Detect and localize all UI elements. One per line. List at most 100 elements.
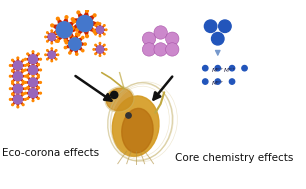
Polygon shape <box>27 64 31 68</box>
Circle shape <box>27 64 28 65</box>
Circle shape <box>27 76 28 78</box>
Circle shape <box>95 53 96 55</box>
Circle shape <box>105 49 107 50</box>
Polygon shape <box>95 44 99 48</box>
Polygon shape <box>101 44 105 48</box>
Text: Core chemistry effects: Core chemistry effects <box>175 153 293 163</box>
Circle shape <box>99 55 101 56</box>
Circle shape <box>65 16 68 19</box>
Polygon shape <box>20 67 24 72</box>
Circle shape <box>57 36 59 38</box>
Polygon shape <box>37 81 42 84</box>
Circle shape <box>57 40 59 42</box>
Polygon shape <box>55 53 59 56</box>
Polygon shape <box>27 84 31 89</box>
Polygon shape <box>57 17 63 24</box>
Circle shape <box>93 29 95 31</box>
Polygon shape <box>20 82 24 87</box>
Circle shape <box>32 62 34 63</box>
Circle shape <box>24 82 26 83</box>
Circle shape <box>51 42 53 44</box>
Circle shape <box>104 33 105 35</box>
Polygon shape <box>57 35 63 43</box>
Polygon shape <box>93 48 96 51</box>
Polygon shape <box>12 91 16 95</box>
Circle shape <box>12 93 13 95</box>
Polygon shape <box>20 78 24 82</box>
Circle shape <box>32 77 34 78</box>
Circle shape <box>37 76 39 78</box>
Polygon shape <box>93 21 100 26</box>
Polygon shape <box>16 70 20 74</box>
Circle shape <box>24 65 26 66</box>
Circle shape <box>73 37 76 40</box>
Polygon shape <box>44 53 48 56</box>
Circle shape <box>69 38 81 50</box>
Polygon shape <box>31 64 35 68</box>
Circle shape <box>99 43 101 44</box>
Polygon shape <box>50 47 53 51</box>
Circle shape <box>57 17 59 20</box>
Polygon shape <box>31 74 35 79</box>
Circle shape <box>142 32 156 45</box>
Polygon shape <box>12 67 16 72</box>
Polygon shape <box>12 59 16 64</box>
Circle shape <box>13 61 22 70</box>
Polygon shape <box>35 95 39 99</box>
Circle shape <box>45 36 46 38</box>
Polygon shape <box>27 53 31 57</box>
Circle shape <box>12 70 13 72</box>
Polygon shape <box>77 11 83 18</box>
Circle shape <box>28 55 37 64</box>
Circle shape <box>73 20 76 23</box>
Circle shape <box>27 87 28 89</box>
Polygon shape <box>63 15 68 22</box>
Circle shape <box>12 70 13 72</box>
Circle shape <box>22 93 24 95</box>
Circle shape <box>96 26 103 33</box>
Circle shape <box>76 53 78 55</box>
Polygon shape <box>89 14 96 20</box>
Ellipse shape <box>122 108 153 153</box>
Polygon shape <box>101 31 105 35</box>
Polygon shape <box>31 61 35 66</box>
Circle shape <box>48 51 55 58</box>
Circle shape <box>95 25 96 26</box>
Polygon shape <box>31 50 35 55</box>
Circle shape <box>37 87 39 89</box>
Polygon shape <box>50 25 58 30</box>
Polygon shape <box>16 57 20 61</box>
Polygon shape <box>95 51 99 55</box>
Circle shape <box>28 89 37 98</box>
Polygon shape <box>16 67 20 72</box>
Circle shape <box>104 53 105 55</box>
Circle shape <box>40 92 41 94</box>
Circle shape <box>55 41 57 42</box>
Circle shape <box>32 51 34 53</box>
Circle shape <box>154 43 167 56</box>
Circle shape <box>12 93 13 95</box>
Text: Eco-corona effects: Eco-corona effects <box>2 149 99 159</box>
Circle shape <box>55 50 57 51</box>
Circle shape <box>76 28 78 31</box>
Polygon shape <box>31 98 35 102</box>
Circle shape <box>27 74 28 76</box>
Polygon shape <box>53 38 57 42</box>
Circle shape <box>48 33 55 40</box>
Polygon shape <box>20 59 24 64</box>
Circle shape <box>40 82 41 83</box>
Polygon shape <box>44 36 48 38</box>
Circle shape <box>37 64 39 65</box>
Polygon shape <box>12 93 16 98</box>
Circle shape <box>215 66 220 71</box>
Polygon shape <box>53 56 57 60</box>
Circle shape <box>242 66 247 71</box>
Circle shape <box>24 75 26 77</box>
Polygon shape <box>74 50 78 56</box>
Polygon shape <box>16 91 20 95</box>
Polygon shape <box>99 22 101 26</box>
Circle shape <box>56 22 72 38</box>
Text: $M^{n+}$: $M^{n+}$ <box>211 66 225 75</box>
Circle shape <box>93 30 96 33</box>
Circle shape <box>40 69 41 71</box>
